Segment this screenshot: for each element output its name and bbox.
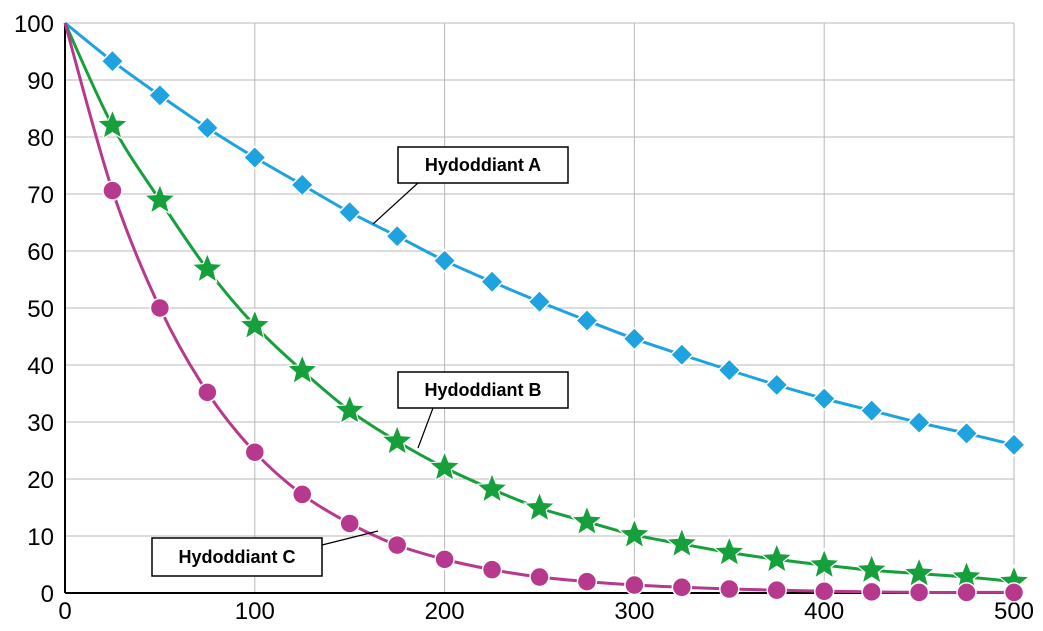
data-point: [859, 398, 884, 423]
y-tick-label: 90: [27, 68, 54, 95]
data-point: [100, 49, 125, 74]
data-point: [669, 342, 694, 367]
data-point: [665, 526, 699, 559]
data-point: [576, 571, 598, 592]
series-hydoddiant-a: [64, 21, 1027, 457]
data-point: [574, 308, 600, 333]
data-point: [244, 441, 266, 463]
x-tick-label: 100: [235, 598, 275, 625]
data-point: [570, 504, 604, 537]
series-hydoddiant-c: [63, 22, 1025, 603]
data-point: [292, 484, 313, 505]
label-box-a: [397, 146, 569, 184]
annotation-hydoddiant-c: Hydoddiant C: [151, 530, 379, 577]
series-label-a: Hydoddiant A: [425, 155, 541, 175]
data-point: [712, 534, 747, 567]
grid: [65, 22, 1015, 593]
data-point: [95, 107, 130, 140]
data-point: [339, 513, 360, 534]
y-tick-label: 60: [27, 239, 54, 266]
data-point: [807, 547, 841, 580]
data-point: [717, 358, 742, 383]
annotations: Hydoddiant A Hydoddiant B Hydoddiant C: [151, 146, 569, 577]
data-point: [102, 180, 123, 201]
leader-line-a: [372, 182, 419, 225]
series-hydoddiant-b: [63, 22, 1031, 596]
y-tick-label: 50: [27, 296, 54, 323]
data-point: [813, 581, 835, 602]
y-tick-label: 70: [27, 182, 54, 209]
data-point: [242, 145, 267, 170]
data-point: [902, 555, 936, 588]
series-line-hydoddiant-b: [63, 22, 1015, 584]
data-point: [481, 559, 503, 580]
data-point: [332, 392, 367, 425]
leader-line-b: [417, 407, 434, 449]
data-point: [432, 248, 457, 273]
data-point: [1003, 582, 1025, 603]
data-point: [908, 582, 930, 603]
data-point: [479, 269, 505, 294]
leader-line-c: [321, 530, 379, 546]
data-point: [764, 372, 789, 398]
data-point: [529, 566, 550, 588]
y-tick-label: 20: [27, 467, 54, 494]
series-group: [63, 21, 1031, 603]
annotation-hydoddiant-b: Hydoddiant B: [397, 371, 569, 449]
data-point: [143, 182, 177, 215]
data-point: [907, 410, 932, 435]
series-label-b: Hydoddiant B: [425, 380, 542, 400]
data-point: [149, 297, 171, 319]
data-point: [427, 449, 462, 482]
data-point: [1001, 432, 1027, 457]
data-point: [285, 353, 320, 385]
data-point: [617, 517, 652, 550]
data-point: [671, 577, 693, 598]
data-point: [624, 574, 645, 596]
data-point: [527, 289, 552, 314]
y-tick-label: 40: [27, 353, 54, 380]
y-tick-label: 10: [27, 524, 54, 551]
label-box-c: [151, 537, 323, 577]
data-point: [766, 579, 787, 601]
data-point: [337, 200, 362, 225]
data-point: [954, 421, 979, 446]
series-label-c: Hydoddiant C: [179, 547, 296, 567]
annotation-hydoddiant-a: Hydoddiant A: [372, 146, 569, 225]
data-point: [290, 172, 315, 197]
data-point: [861, 581, 882, 603]
data-point: [147, 83, 172, 108]
data-point: [190, 251, 225, 284]
series-line-hydoddiant-c: [63, 22, 1014, 594]
data-point: [386, 534, 408, 556]
data-point: [719, 578, 740, 600]
data-point: [195, 115, 220, 140]
label-box-b: [397, 371, 569, 409]
data-point: [956, 582, 977, 603]
x-tick-label: 200: [425, 598, 465, 625]
data-point: [812, 386, 837, 411]
data-point: [434, 549, 455, 570]
data-point: [475, 471, 509, 504]
y-tick-label: 30: [27, 410, 54, 437]
data-point: [197, 382, 218, 403]
y-tick-label: 80: [27, 125, 54, 152]
data-point: [622, 326, 647, 351]
data-point: [385, 224, 410, 249]
data-point: [854, 552, 889, 585]
x-tick-label: 300: [614, 598, 654, 625]
data-point: [380, 423, 414, 456]
data-point: [238, 308, 272, 340]
y-tick-label: 0: [41, 581, 54, 608]
y-tick-label: 100: [14, 11, 54, 38]
data-point: [759, 541, 794, 574]
x-tick-label: 0: [58, 598, 71, 625]
x-tick-label: 400: [804, 598, 844, 625]
data-point: [522, 490, 557, 523]
